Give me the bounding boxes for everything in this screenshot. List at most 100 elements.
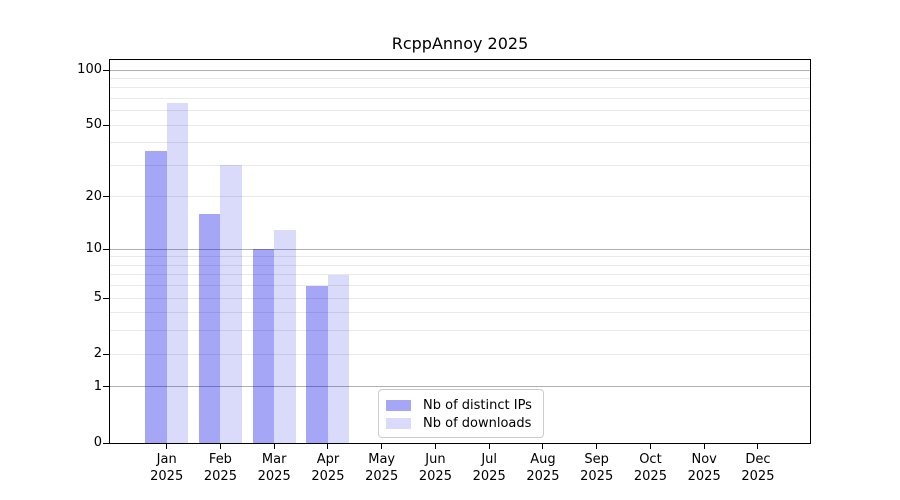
y-tick-label-20: 20 <box>85 188 102 204</box>
x-tick-aug <box>542 443 544 449</box>
minor-gridline-9 <box>110 256 810 258</box>
x-tick-month-sep: Sep <box>584 452 609 467</box>
chart-title: RcppAnnoy 2025 <box>391 34 529 53</box>
x-tick-label-apr: Apr 2025 <box>293 451 363 485</box>
legend: Nb of distinct IPs Nb of downloads <box>378 389 544 438</box>
x-tick-feb <box>219 443 221 449</box>
x-tick-month-oct: Oct <box>639 452 662 467</box>
bar-ips-apr <box>306 285 328 443</box>
legend-swatch-downloads <box>386 417 411 429</box>
minor-gridline-40 <box>110 142 810 144</box>
x-tick-dec <box>757 443 759 449</box>
x-tick-label-mar: Mar 2025 <box>239 451 309 485</box>
minor-gridline-3 <box>110 330 810 332</box>
x-tick-year-jul: 2025 <box>472 469 506 484</box>
x-tick-year-feb: 2025 <box>203 469 237 484</box>
bar-downloads-apr <box>327 274 350 443</box>
x-tick-label-sep: Sep 2025 <box>562 451 632 485</box>
y-tick-20 <box>103 196 109 198</box>
bar-downloads-feb <box>220 165 242 443</box>
minor-gridline-2 <box>110 353 810 355</box>
x-tick-sep <box>596 443 598 449</box>
x-tick-jan <box>166 443 168 449</box>
plot-area <box>109 59 811 444</box>
x-tick-label-jan: Jan 2025 <box>132 451 202 485</box>
y-tick-label-50: 50 <box>85 117 102 133</box>
x-tick-month-nov: Nov <box>691 452 717 467</box>
major-gridline-10 <box>110 248 810 250</box>
x-tick-label-jun: Jun 2025 <box>400 451 470 485</box>
major-gridline-1 <box>110 386 810 388</box>
minor-gridline-5 <box>110 297 810 299</box>
x-tick-label-may: May 2025 <box>347 451 417 485</box>
x-tick-month-jun: Jun <box>425 452 446 467</box>
x-tick-label-aug: Aug 2025 <box>508 451 578 485</box>
x-tick-label-nov: Nov 2025 <box>669 451 739 485</box>
y-tick-10 <box>103 248 109 250</box>
bar-downloads-mar <box>274 229 296 443</box>
y-tick-label-1: 1 <box>93 378 102 394</box>
y-tick-label-10: 10 <box>85 241 102 257</box>
y-tick-label-2: 2 <box>93 346 102 362</box>
x-tick-year-sep: 2025 <box>580 469 614 484</box>
x-tick-nov <box>703 443 705 449</box>
major-gridline-100 <box>110 69 810 71</box>
x-tick-jun <box>434 443 436 449</box>
y-tick-1 <box>103 386 109 388</box>
x-tick-month-may: May <box>368 452 396 467</box>
x-tick-may <box>381 443 383 449</box>
minor-gridline-4 <box>110 312 810 314</box>
minor-gridline-60 <box>110 110 810 112</box>
minor-gridline-8 <box>110 264 810 266</box>
x-tick-month-aug: Aug <box>530 452 556 467</box>
x-tick-month-jan: Jan <box>156 452 177 467</box>
y-tick-label-0: 0 <box>93 435 102 450</box>
minor-gridline-7 <box>110 274 810 276</box>
x-tick-year-dec: 2025 <box>741 469 775 484</box>
x-tick-year-nov: 2025 <box>687 469 721 484</box>
x-tick-month-apr: Apr <box>316 452 340 467</box>
x-tick-label-dec: Dec 2025 <box>723 451 793 485</box>
x-tick-label-oct: Oct 2025 <box>615 451 685 485</box>
x-tick-month-dec: Dec <box>745 452 771 467</box>
minor-gridline-6 <box>110 285 810 287</box>
bar-ips-feb <box>198 214 221 443</box>
x-tick-year-jun: 2025 <box>418 469 452 484</box>
y-tick-50 <box>103 124 109 126</box>
y-tick-5 <box>103 297 109 299</box>
x-tick-year-jan: 2025 <box>150 469 184 484</box>
bar-ips-mar <box>252 249 275 443</box>
x-tick-oct <box>649 443 651 449</box>
y-tick-0 <box>103 442 109 444</box>
x-tick-jul <box>488 443 490 449</box>
legend-item-downloads: Nb of downloads <box>386 414 535 432</box>
y-tick-2 <box>103 353 109 355</box>
y-tick-label-5: 5 <box>93 290 102 306</box>
legend-swatch-ips <box>386 399 411 411</box>
bar-ips-jan <box>145 151 167 443</box>
x-tick-label-feb: Feb 2025 <box>185 451 255 485</box>
bar-downloads-jan <box>166 103 189 443</box>
legend-item-ips: Nb of distinct IPs <box>386 396 535 414</box>
legend-label-ips: Nb of distinct IPs <box>423 397 532 413</box>
x-tick-year-oct: 2025 <box>633 469 667 484</box>
minor-gridline-80 <box>110 87 810 89</box>
x-tick-month-feb: Feb <box>208 452 232 467</box>
x-tick-year-aug: 2025 <box>526 469 560 484</box>
minor-gridline-90 <box>110 77 810 79</box>
x-tick-mar <box>273 443 275 449</box>
legend-label-downloads: Nb of downloads <box>423 415 532 431</box>
x-tick-apr <box>327 443 329 449</box>
x-tick-label-jul: Jul 2025 <box>454 451 524 485</box>
minor-gridline-50 <box>110 124 810 126</box>
x-tick-year-apr: 2025 <box>311 469 345 484</box>
minor-gridline-20 <box>110 196 810 198</box>
minor-gridline-70 <box>110 97 810 99</box>
x-tick-month-mar: Mar <box>261 452 287 467</box>
x-tick-year-may: 2025 <box>365 469 399 484</box>
y-tick-label-100: 100 <box>77 62 102 77</box>
minor-gridline-30 <box>110 164 810 166</box>
y-tick-100 <box>103 69 109 71</box>
x-tick-year-mar: 2025 <box>257 469 291 484</box>
